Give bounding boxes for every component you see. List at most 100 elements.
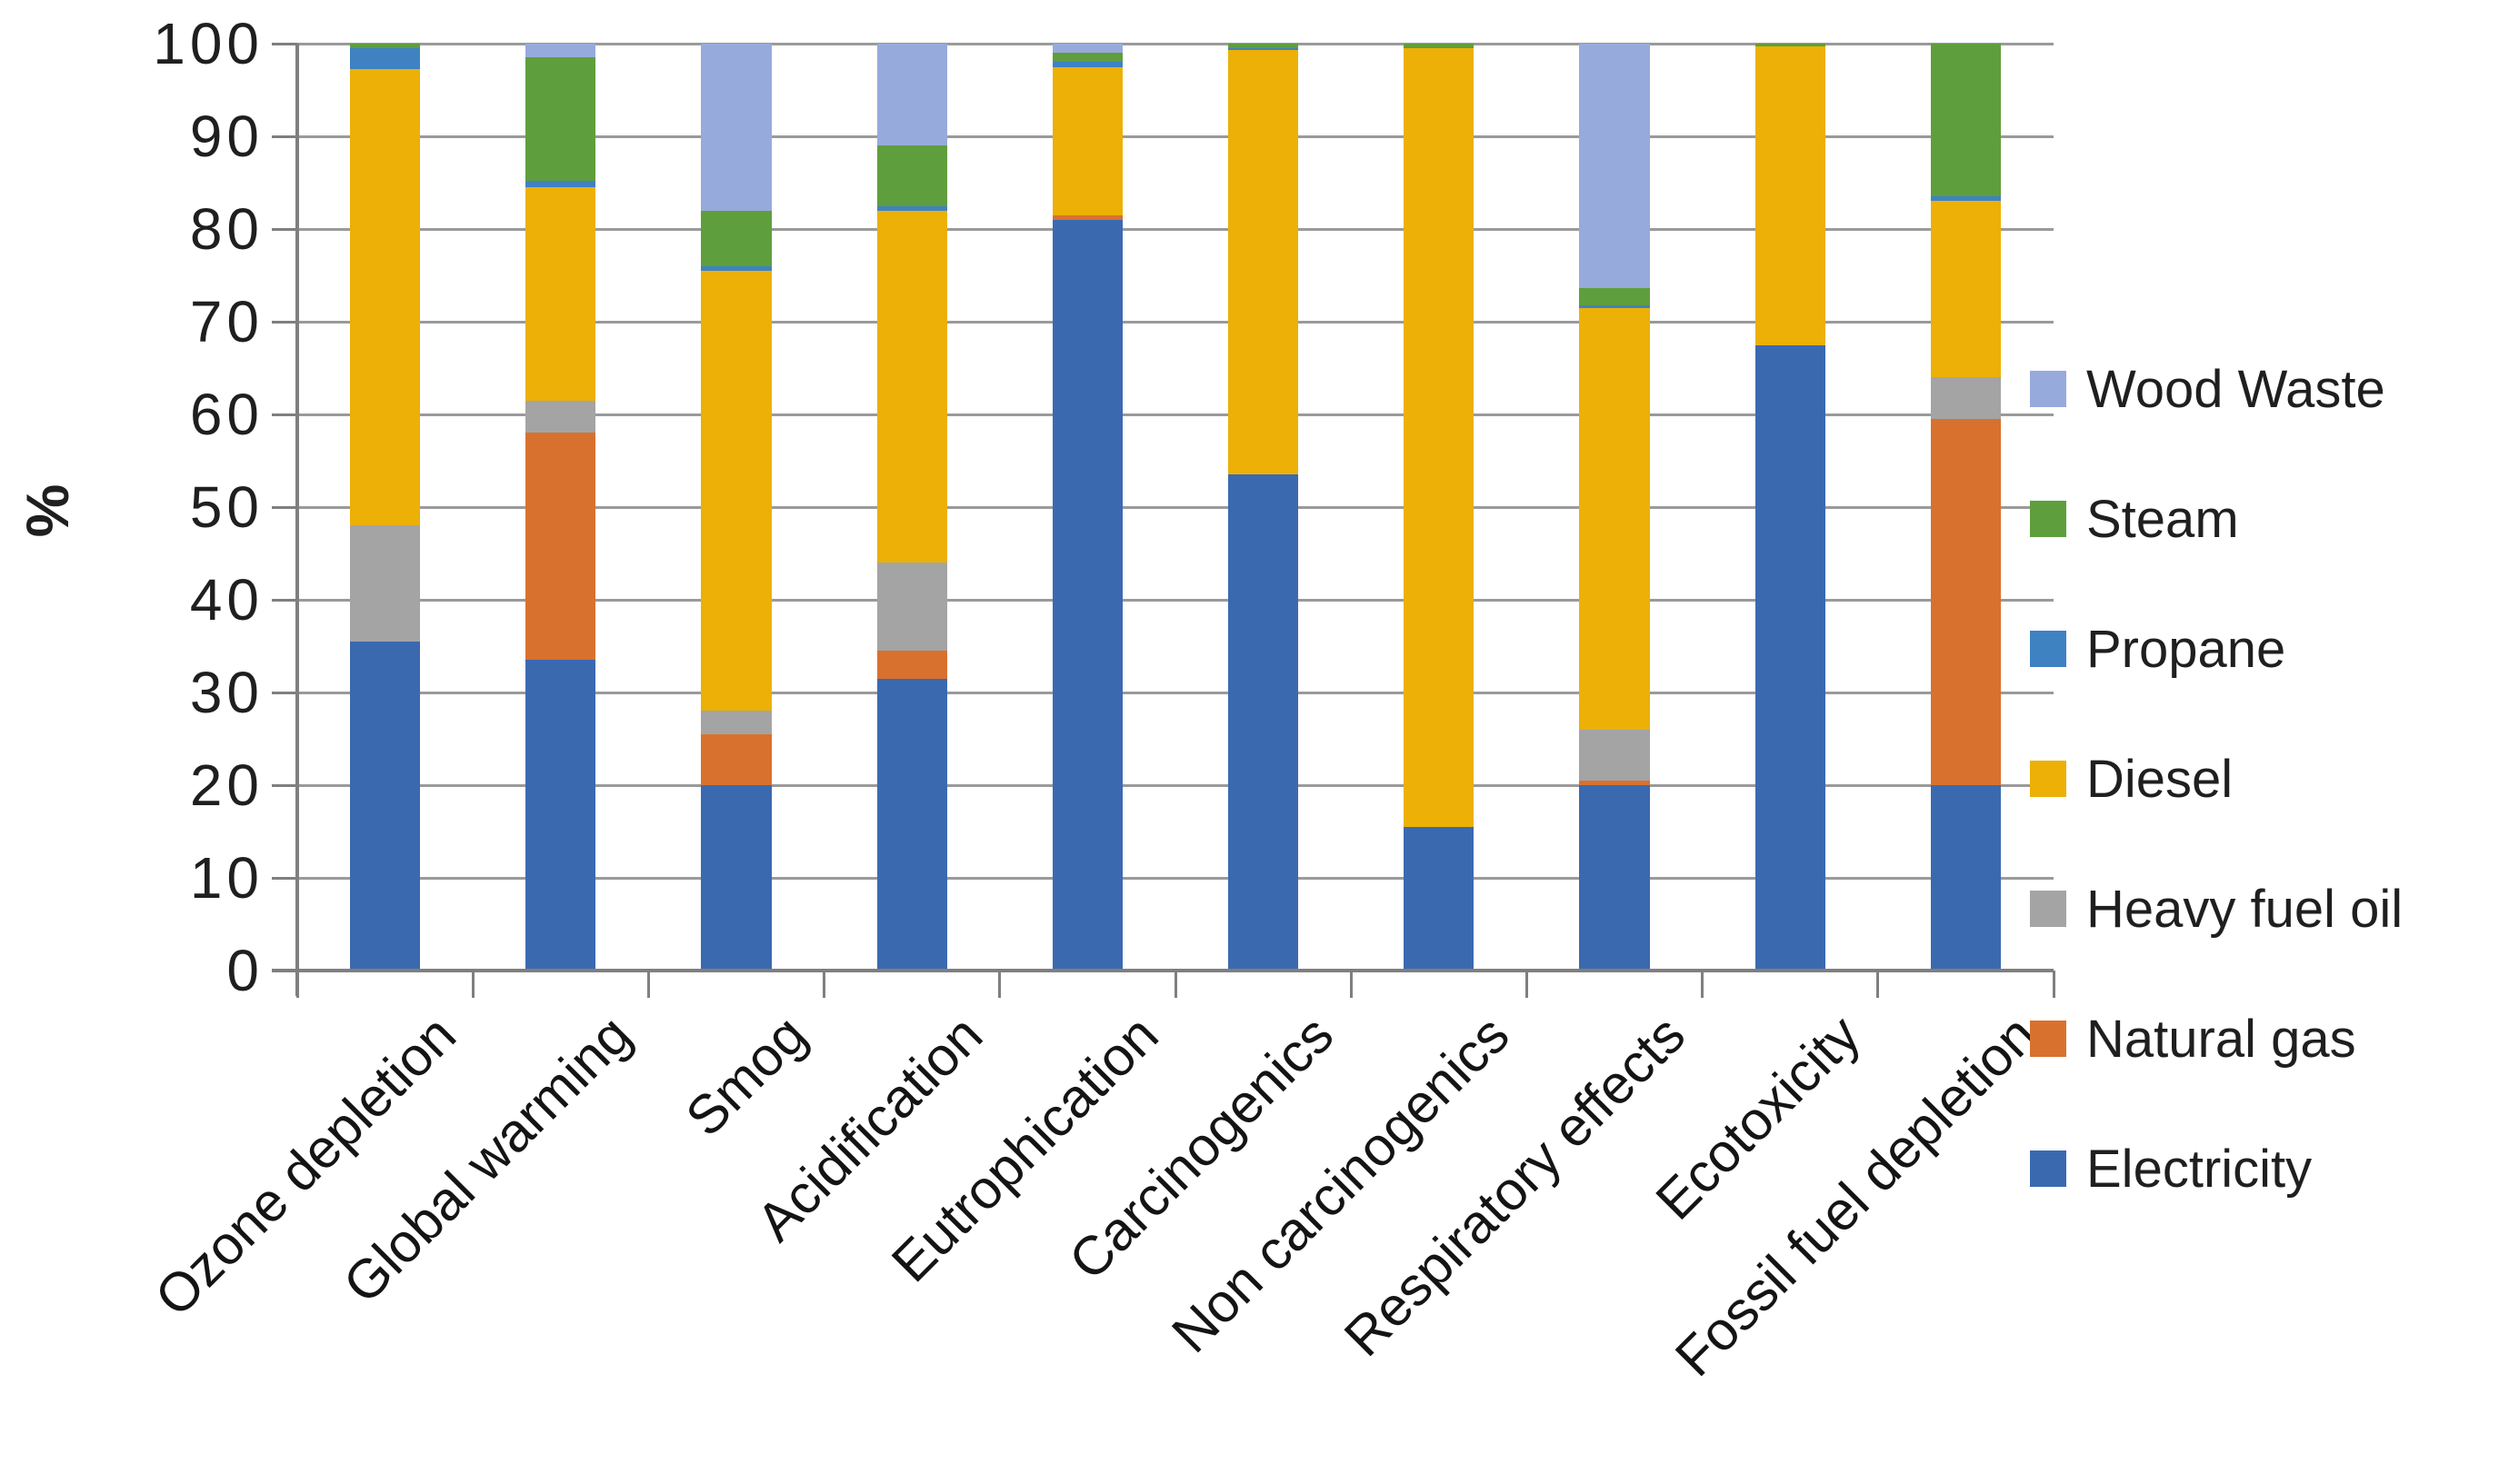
bar-segment-propane [1579, 304, 1650, 308]
legend-label: Natural gas [2086, 1009, 2356, 1069]
bar-segment-heavy-fuel-oil [1579, 729, 1650, 781]
category-slot [1703, 44, 1878, 971]
y-axis-tick [272, 505, 297, 509]
bar [1579, 44, 1650, 971]
x-axis-tick [471, 971, 475, 998]
x-axis-tick [1701, 971, 1704, 998]
y-axis-tick [272, 783, 297, 787]
plot-area [272, 42, 2055, 998]
bar-segment-natural-gas [701, 733, 772, 785]
bar-segment-electricity [701, 785, 772, 971]
y-axis-tick [272, 413, 297, 416]
bar-segment-steam [701, 210, 772, 266]
x-axis-line [272, 969, 2054, 972]
bar-segment-diesel [1579, 307, 1650, 730]
category-slot [1351, 44, 1526, 971]
bar-segment-wood-waste [701, 44, 772, 211]
bar [701, 44, 772, 971]
bar-segment-propane [701, 265, 772, 271]
bar-segment-electricity [1227, 474, 1299, 971]
legend-swatch-propane [2030, 631, 2066, 667]
bar-segment-wood-waste [525, 44, 596, 58]
gridline [297, 320, 2054, 324]
legend-item: Propane [2030, 620, 2403, 679]
y-axis-tick [272, 598, 297, 602]
x-category-label: Ozone depletion [143, 1003, 467, 1329]
y-tick-label: 100 [153, 11, 264, 76]
bar-segment-propane [349, 48, 421, 69]
x-axis-tick [2052, 971, 2055, 998]
x-axis-tick [823, 971, 826, 998]
bar-segment-heavy-fuel-oil [349, 525, 421, 642]
bar-segment-steam [1227, 44, 1299, 49]
bar [876, 44, 947, 971]
legend-item: Natural gas [2030, 1010, 2403, 1069]
legend: Wood Waste Steam Propane Diesel Heavy fuel o… [2030, 360, 2403, 1279]
x-axis-tick [1524, 971, 1528, 998]
bar-segment-diesel [1052, 66, 1124, 215]
y-tick-label: 20 [189, 752, 264, 818]
gridline [297, 413, 2054, 416]
x-axis-tick [1876, 971, 1880, 998]
x-category-label: Respiratory effects [1332, 1003, 1697, 1369]
y-axis-tick [272, 876, 297, 880]
category-slot [825, 44, 1000, 971]
gridline [297, 505, 2054, 509]
bar-segment-steam [876, 145, 947, 206]
legend-item: Electricity [2030, 1140, 2403, 1199]
gridline [297, 783, 2054, 787]
bar-segment-steam [1052, 53, 1124, 63]
bar-segment-diesel [349, 68, 421, 526]
x-axis-tick [1174, 971, 1177, 998]
bar [349, 44, 421, 971]
x-category-label: Non carcinogenics [1160, 1003, 1521, 1365]
y-tick-label: 70 [189, 289, 264, 354]
bar-segment-heavy-fuel-oil [525, 400, 596, 433]
bar-segment-electricity [349, 641, 421, 971]
x-axis-tick [1349, 971, 1353, 998]
y-axis-tick [272, 227, 297, 231]
legend-swatch-heavy-fuel-oil [2030, 891, 2066, 927]
bar-segment-heavy-fuel-oil [701, 711, 772, 734]
bar [1052, 44, 1124, 971]
bar-segment-diesel [1227, 50, 1299, 475]
bar-segment-diesel [876, 210, 947, 563]
category-slot [1878, 44, 2054, 971]
gridline [297, 227, 2054, 231]
y-axis-line [295, 44, 299, 996]
legend-label: Electricity [2086, 1139, 2313, 1199]
gridline [297, 134, 2054, 138]
bar [1754, 44, 1825, 971]
y-tick-label: 50 [189, 474, 264, 540]
bar-segment-electricity [1052, 219, 1124, 971]
bar-segment-diesel [1930, 201, 2002, 378]
y-tick-label: 0 [226, 938, 264, 1003]
bar-segment-propane [525, 181, 596, 188]
y-tick-label: 90 [189, 104, 264, 169]
bar-segment-wood-waste [1052, 44, 1124, 54]
legend-label: Steam [2086, 489, 2239, 549]
category-slot [1000, 44, 1175, 971]
y-axis-tick [272, 42, 297, 45]
bar-segment-electricity [1404, 826, 1474, 971]
bar-segment-electricity [1579, 785, 1650, 971]
gridline [297, 42, 2054, 45]
legend-label: Heavy fuel oil [2086, 879, 2404, 939]
category-slot [1526, 44, 1702, 971]
category-slot [648, 44, 824, 971]
bar-segment-steam [1930, 44, 2002, 197]
bar-segment-propane [1052, 62, 1124, 67]
x-category-label: Smog [674, 1003, 819, 1148]
bar-segment-heavy-fuel-oil [1930, 377, 2002, 420]
gridline [297, 876, 2054, 880]
y-tick-label: 60 [189, 382, 264, 447]
legend-item: Heavy fuel oil [2030, 880, 2403, 939]
bar-segment-heavy-fuel-oil [876, 563, 947, 652]
bar-segment-diesel [1754, 46, 1825, 345]
bar-segment-propane [1930, 196, 2002, 202]
gridline [297, 691, 2054, 694]
bar-segment-natural-gas [525, 433, 596, 661]
legend-item: Steam [2030, 490, 2403, 549]
legend-swatch-diesel [2030, 761, 2066, 797]
